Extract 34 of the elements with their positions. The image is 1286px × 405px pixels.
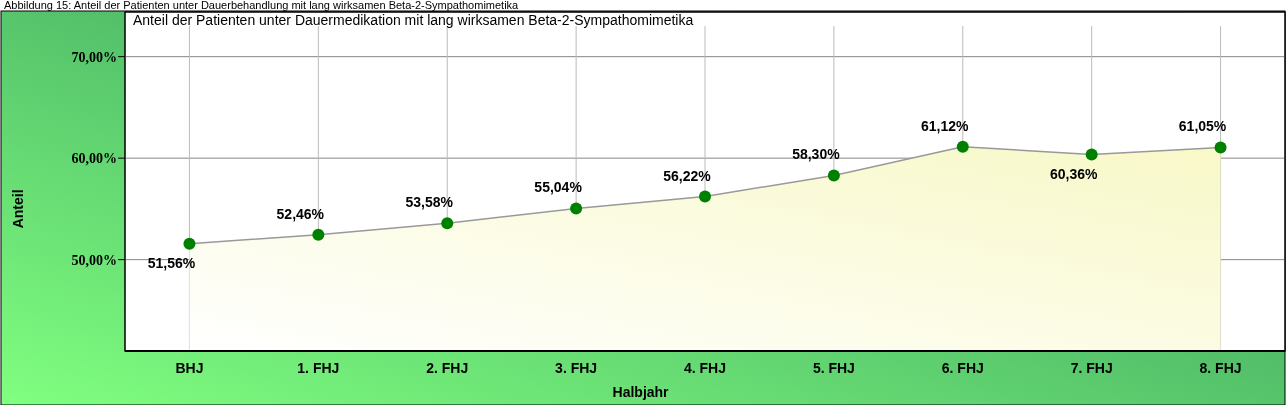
point	[827, 169, 840, 182]
x-tick-label: 7. FHJ	[1070, 360, 1113, 376]
point	[312, 228, 325, 241]
data-label: 53,58%	[405, 194, 454, 211]
point	[1214, 141, 1227, 154]
x-axis-title: Halbjahr	[612, 384, 670, 400]
y-axis-title: Anteil	[10, 189, 26, 229]
x-tick-label: 6. FHJ	[941, 360, 984, 376]
data-label: 61,05%	[1178, 118, 1227, 135]
x-tick-label: 3. FHJ	[555, 360, 598, 376]
point	[441, 217, 454, 230]
data-label: 60,36%	[1049, 165, 1098, 182]
text: Abbildung 15: Anteil der Patienten unter Dauerbehandlung mit lang wirksamen Beta-2-Sympathomimetika	[4, 0, 520, 11]
x-tick-label: 5. FHJ	[812, 360, 855, 376]
data-label: 58,30%	[792, 146, 841, 163]
data-label: 52,46%	[276, 205, 325, 222]
y-tick-label: 60,00%	[71, 151, 117, 167]
point	[183, 237, 196, 250]
data-label: 51,56%	[147, 254, 196, 271]
point	[956, 140, 969, 153]
x-tick-label: 1. FHJ	[297, 360, 340, 376]
point	[570, 202, 583, 215]
x-tick-label: BHJ	[175, 360, 204, 376]
point	[1085, 148, 1098, 161]
y-tick-label: 50,00%	[71, 252, 117, 268]
x-tick-label: 4. FHJ	[683, 360, 727, 376]
chart-title: Anteil der Patienten unter Dauermedikation mit lang wirksamen Beta-2-Sympathomimetika	[133, 12, 694, 28]
data-label: 61,12%	[921, 117, 970, 134]
x-tick-label: 2. FHJ	[426, 360, 469, 376]
x-tick-label: 8. FHJ	[1199, 360, 1242, 376]
y-tick-label: 70,00%	[71, 49, 117, 65]
data-label: 55,04%	[534, 179, 583, 196]
point	[699, 190, 711, 203]
data-label: 56,22%	[663, 167, 712, 184]
